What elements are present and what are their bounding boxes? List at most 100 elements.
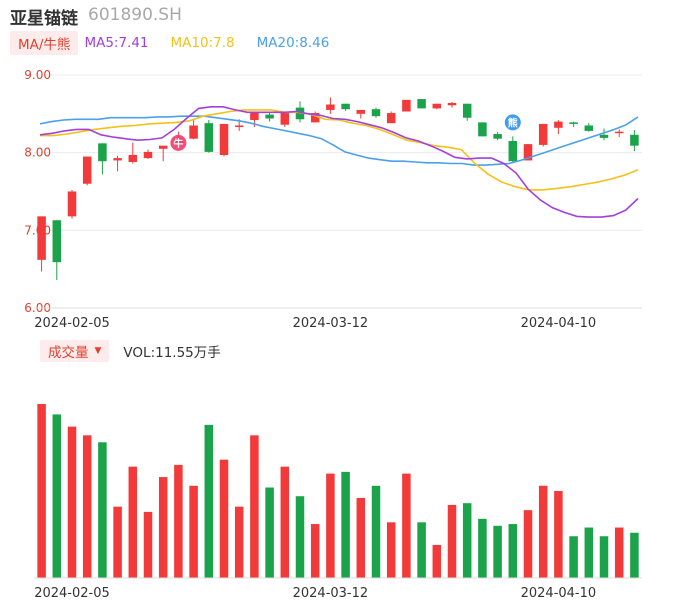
volume-bar: [234, 506, 244, 578]
volume-bar: [402, 473, 411, 578]
x-tick-label: 2024-04-10: [521, 316, 597, 331]
candle-body: [584, 125, 594, 131]
volume-bar: [386, 522, 396, 578]
volume-bar: [356, 497, 366, 578]
volume-bar: [280, 466, 290, 578]
x-tick-label: 2024-03-12: [293, 586, 369, 601]
y-tick-label: 9.00: [24, 68, 51, 82]
candle-body: [265, 114, 274, 119]
volume-bar: [341, 471, 350, 578]
candle-body: [82, 156, 92, 184]
candle-body: [310, 113, 320, 123]
candle-body: [37, 216, 46, 260]
candle-body: [523, 144, 533, 161]
volume-bar: [250, 435, 259, 578]
candle-body: [356, 109, 366, 114]
stock-code: 601890.SH: [88, 5, 182, 25]
marker-label: 熊: [508, 116, 518, 129]
candle-body: [158, 145, 168, 149]
volume-bar: [295, 496, 305, 578]
candle-body: [569, 122, 578, 124]
candle-body: [478, 122, 487, 137]
volume-bar: [478, 518, 487, 578]
candle-body: [128, 154, 138, 162]
ma-toggle-button[interactable]: MA/牛熊: [10, 31, 79, 55]
volume-bar: [538, 485, 548, 578]
candle-body: [234, 125, 244, 127]
dropdown-arrow-icon: ▼: [94, 346, 102, 356]
volume-bar: [599, 536, 609, 578]
x-tick-label: 2024-04-10: [521, 586, 597, 601]
volume-bar: [98, 442, 107, 578]
candle-body: [113, 158, 122, 161]
volume-bar: [554, 491, 563, 578]
volume-bar: [508, 524, 518, 578]
x-tick-label: 2024-02-05: [34, 316, 110, 331]
candle-body: [630, 134, 639, 146]
volume-bar: [493, 525, 502, 578]
candle-body: [493, 134, 502, 139]
candle-body: [417, 99, 426, 109]
volume-bar: [219, 459, 229, 578]
volume-bar: [37, 404, 46, 578]
candle-body: [402, 99, 411, 112]
candle-body: [52, 220, 62, 263]
volume-bar: [189, 485, 198, 578]
candle-body: [614, 131, 624, 134]
volume-bar: [113, 506, 122, 578]
ma5-line: [39, 106, 639, 218]
candle-body: [98, 143, 107, 162]
ma20-label: MA20:8.46: [256, 35, 330, 51]
bear-marker-icon[interactable]: [504, 114, 521, 131]
volume-value-label: VOL:11.55万手: [123, 345, 221, 361]
volume-bar: [584, 527, 594, 578]
volume-bar: [174, 464, 183, 578]
volume-toggle-label: 成交量: [48, 345, 89, 361]
volume-bar: [569, 536, 578, 578]
candle-body: [67, 191, 77, 217]
candle-body: [189, 125, 198, 139]
candle-body: [326, 104, 335, 110]
volume-toggle-button[interactable]: 成交量 ▼: [40, 340, 110, 362]
volume-bar: [52, 414, 62, 578]
candle-body: [371, 109, 381, 117]
candle-body: [143, 151, 153, 159]
candle-body: [462, 103, 472, 118]
volume-bar: [447, 504, 457, 578]
candle-body: [295, 107, 305, 120]
ma10-label: MA10:7.8: [170, 35, 235, 51]
candle-body: [599, 134, 609, 138]
volume-legend: 成交量 ▼ VOL:11.55万手: [40, 340, 221, 362]
x-tick-label: 2024-03-12: [293, 316, 369, 331]
volume-bar: [432, 544, 442, 578]
volume-bar: [158, 477, 168, 578]
volume-bar: [523, 510, 533, 578]
ma20-line: [39, 115, 639, 166]
volume-bar: [326, 473, 335, 578]
ma-legend: MA/牛熊 MA5:7.41 MA10:7.8 MA20:8.46: [10, 31, 351, 55]
candle-body: [204, 123, 214, 152]
ma5-label: MA5:7.41: [84, 35, 149, 51]
volume-bar: [310, 524, 320, 578]
volume-bar: [462, 503, 472, 578]
volume-bar: [614, 527, 624, 578]
volume-bar: [143, 511, 153, 578]
candle-body: [280, 112, 290, 125]
candle-body: [508, 141, 518, 162]
ma10-line: [40, 109, 639, 191]
volume-bar: [82, 435, 92, 578]
candle-body: [554, 121, 563, 128]
candle-body: [447, 102, 457, 106]
volume-bar: [630, 532, 639, 578]
volume-bar: [67, 426, 77, 578]
candle-body: [219, 123, 229, 155]
stock-name: 亚星锚链: [10, 9, 78, 29]
candle-body: [341, 103, 350, 110]
x-tick-label: 2024-02-05: [34, 586, 110, 601]
volume-bar: [265, 487, 274, 578]
candle-body: [250, 111, 259, 121]
volume-bar: [371, 485, 381, 578]
volume-bar: [417, 522, 426, 578]
bull-marker-icon[interactable]: [170, 134, 187, 151]
